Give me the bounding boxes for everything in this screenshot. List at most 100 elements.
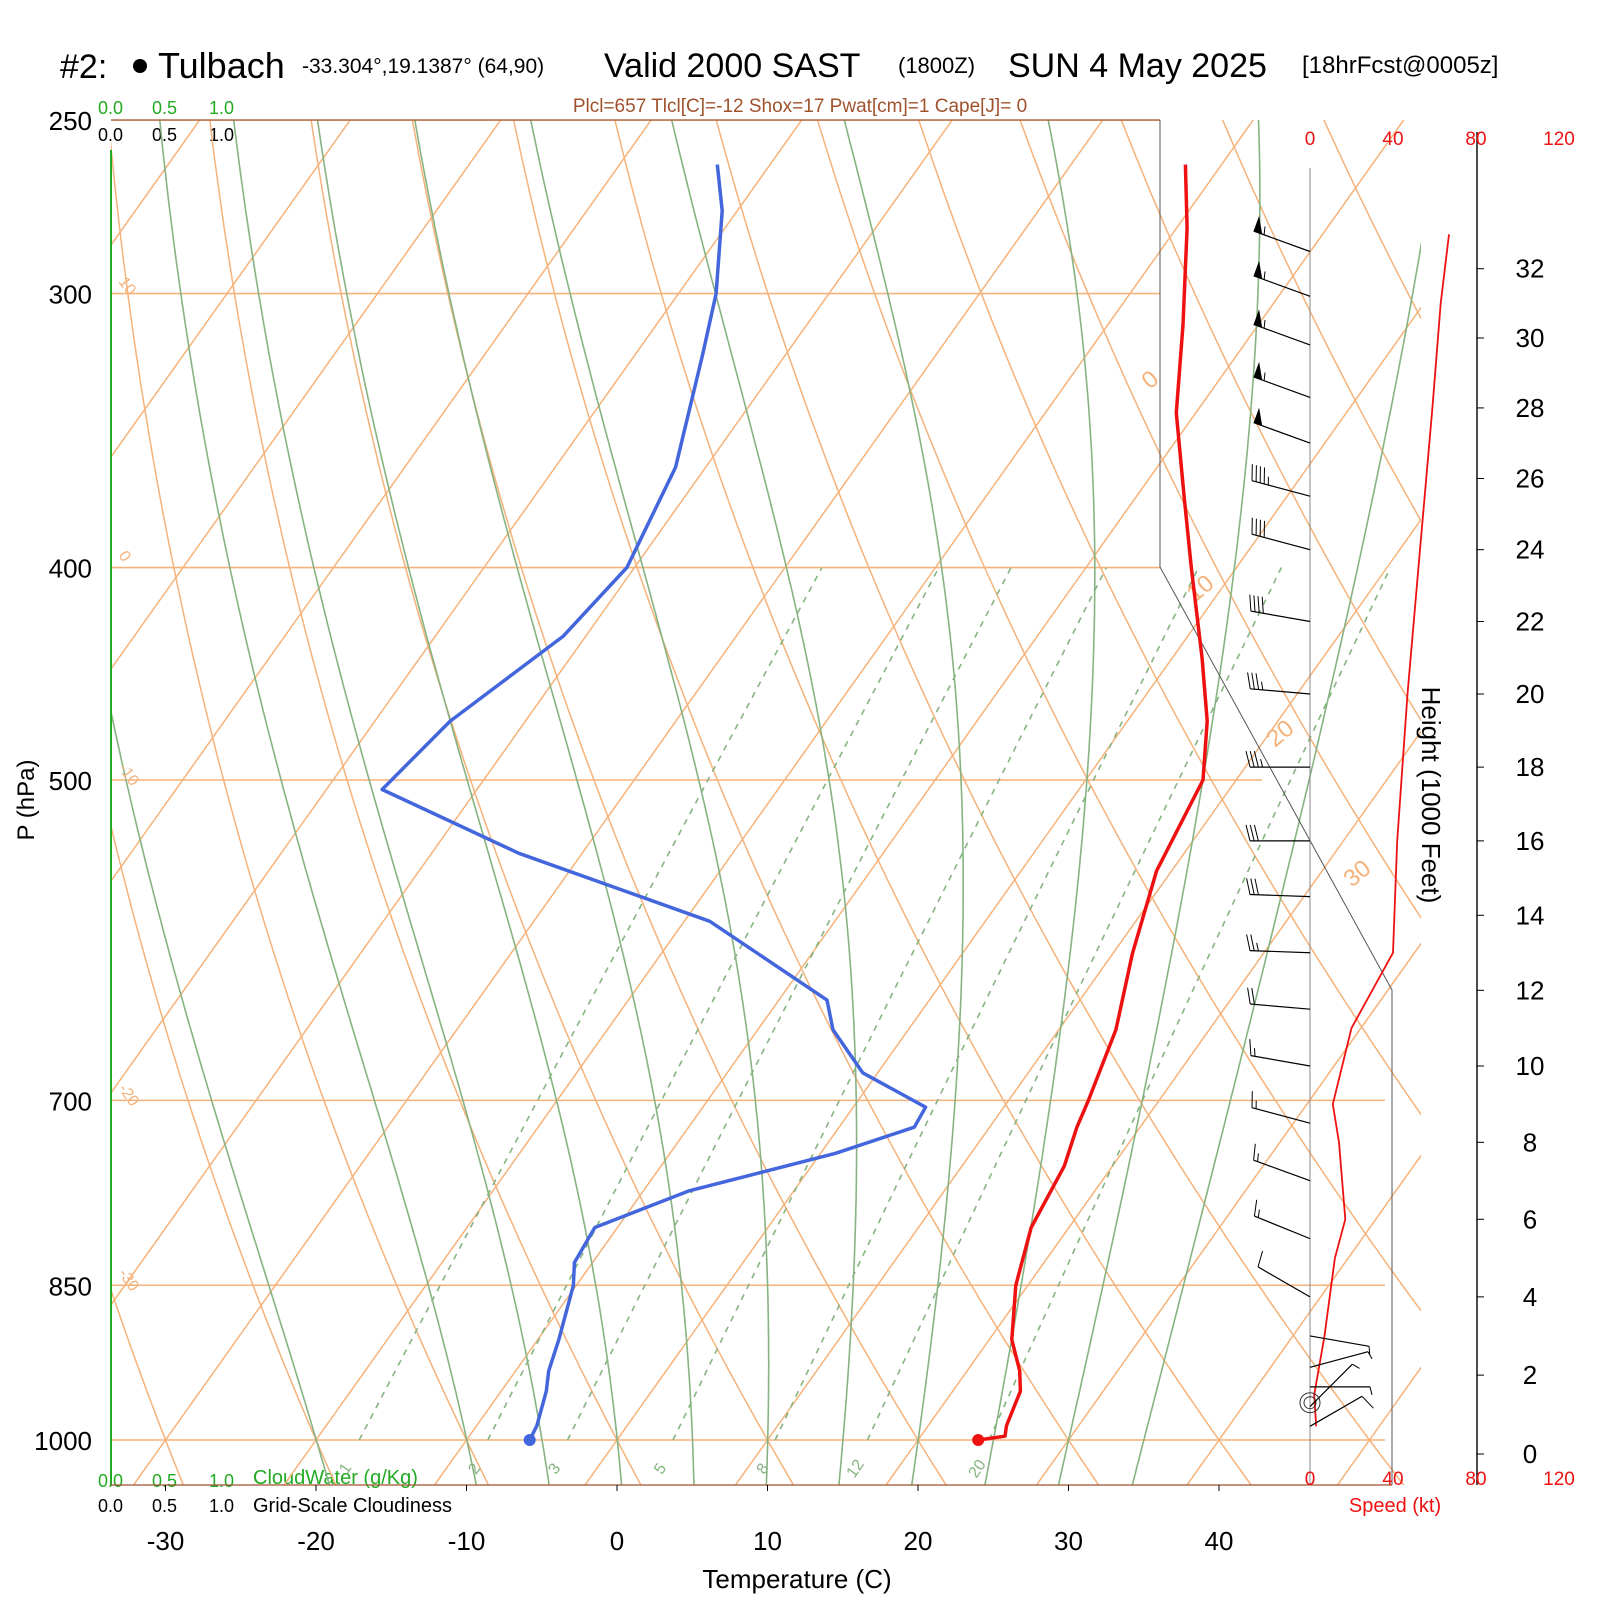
dry-adiabat-line [111, 1287, 185, 1485]
wind-barb-half-feather [1257, 1153, 1259, 1162]
cloudwater-tick: 1.0 [209, 98, 234, 118]
wind-barb-staff [1253, 275, 1311, 297]
wind-barb-staff [1309, 1335, 1370, 1347]
isotherm-line [734, 518, 1421, 1485]
chart-header: #2: Tulbach -33.304°,19.1387° (64,90) Va… [60, 45, 1498, 117]
wind-barb-icon [1245, 824, 1311, 842]
cloudwater-tick: 0.5 [152, 98, 177, 118]
cloudwater-tick: 1.0 [209, 1471, 234, 1491]
moist-adiabat-line [529, 120, 770, 1485]
wind-barb-icon [1249, 1039, 1311, 1067]
surface-temperature-marker [972, 1434, 985, 1446]
isotherm-line [111, 120, 652, 883]
wind-barb-icon [1253, 215, 1311, 253]
wind-barb-icon [1309, 1386, 1373, 1396]
wind-barb-staff [1250, 1055, 1311, 1067]
temperature-tick-label: -20 [297, 1526, 335, 1556]
wind-barb-feather [1249, 1039, 1252, 1056]
temperature-tick-label: -10 [448, 1526, 486, 1556]
wind-barb-staff [1253, 422, 1311, 444]
wind-barb-feather [1361, 1395, 1374, 1409]
isotherm-line [283, 120, 1254, 1485]
wind-barb-staff [1251, 1107, 1311, 1124]
pressure-tick-label: 700 [49, 1086, 92, 1116]
wind-barb-feather [1250, 878, 1255, 895]
isotherm-line [111, 120, 803, 1095]
wind-barb-icon [1253, 260, 1311, 297]
wind-barb-icon [1253, 361, 1311, 398]
mixing-ratio-label: 8 [754, 1460, 773, 1477]
calm-wind-icon [1303, 1396, 1317, 1410]
valid-time: Valid 2000 SAST [604, 47, 860, 85]
height-tick-label: 14 [1516, 900, 1545, 930]
wind-barb-icon [1251, 517, 1311, 551]
wind-barb-icon [1253, 1199, 1311, 1240]
dry-adiabat-line [715, 120, 1405, 1485]
thermo-grid [111, 120, 1421, 1485]
wind-barb-icon [1309, 1351, 1373, 1368]
isotherm-label: 10 [115, 274, 139, 298]
wind-barb-half-feather [1256, 942, 1259, 952]
wind-barb-icon [1309, 1335, 1371, 1355]
wind-barb-pennant [1253, 260, 1263, 279]
pressure-tick-label: 1000 [34, 1426, 92, 1456]
speed-tick-label: 0 [1305, 1469, 1316, 1490]
wind-barb-icon [1249, 594, 1311, 623]
wind-barb-feather [1261, 596, 1264, 614]
height-tick-label: 24 [1516, 535, 1545, 565]
wind-barb-icon [1257, 1250, 1311, 1298]
temperature-tick-label: -30 [147, 1526, 185, 1556]
cloudwater-tick: 0.5 [152, 1471, 177, 1491]
wind-barb-feather [1257, 1250, 1264, 1268]
mixing-ratio-label: 5 [651, 1460, 670, 1477]
temperature-line [977, 164, 1209, 1442]
mixing-ratio-label: 2 [465, 1460, 484, 1477]
dry-adiabat-line [1323, 120, 1421, 320]
speed-tick-label: 80 [1465, 129, 1486, 150]
wind-barb-icon [1309, 1363, 1360, 1408]
wind-barb-half-feather [1263, 320, 1266, 329]
cloud-scale-top: 0.0 0.5 1.0 0.0 0.5 1.0 [98, 98, 234, 145]
wind-barb-feather [1253, 750, 1259, 768]
mixing-ratio-line [988, 567, 1392, 1441]
dry-adiabat-label: 10 [1182, 570, 1220, 608]
isotherm-line [885, 730, 1421, 1485]
wind-barb-half-feather [1263, 372, 1266, 381]
wind-barb-icon [1251, 1091, 1311, 1124]
height-tick-label: 16 [1516, 826, 1545, 856]
dry-adiabat-line [816, 120, 1421, 1312]
speed-tick-label: 40 [1382, 1469, 1403, 1490]
station-dot-icon [133, 59, 147, 73]
stability-indices: Plcl=657 Tlcl[C]=-12 Shox=17 Pwat[cm]=1 … [573, 96, 1027, 117]
moist-adiabat-line [984, 120, 1096, 1485]
wind-barb-feather [1253, 595, 1256, 612]
wind-barb-staff [1250, 1003, 1311, 1010]
pressure-tick-label: 400 [49, 554, 92, 584]
wind-barb-icon [1246, 878, 1311, 898]
mixing-ratio-line [774, 567, 1200, 1441]
zulu-time: (1800Z) [898, 53, 975, 78]
wind-barb-staff [1309, 1363, 1353, 1408]
cloudiness-tick: 1.0 [209, 1496, 234, 1516]
surface-dewpoint-marker [523, 1434, 536, 1446]
cloudiness-tick: 1.0 [209, 125, 234, 145]
wind-barb-feather [1257, 596, 1260, 613]
moist-adiabat-line [1131, 241, 1421, 1485]
temperature-tick-label: 20 [904, 1526, 933, 1556]
wind-barb-icon [1245, 750, 1311, 768]
wind-barb-feather [1245, 750, 1251, 768]
wind-speed-line [1313, 234, 1450, 1427]
cloudwater-tick: 0.0 [98, 98, 123, 118]
wind-barb-half-feather [1352, 1363, 1360, 1369]
dry-adiabat-line [411, 120, 947, 1485]
moist-adiabat-line [232, 120, 550, 1485]
isotherm-line [1035, 942, 1421, 1485]
wind-barb-feather [1246, 934, 1251, 951]
wind-barb-half-feather [1254, 1048, 1256, 1057]
isotherm-line [111, 120, 502, 671]
right-border [1159, 120, 1393, 1485]
wind-barb-feather [1250, 934, 1255, 951]
isotherm-line [1186, 1154, 1421, 1485]
mixing-ratio-label: 12 [844, 1457, 868, 1481]
